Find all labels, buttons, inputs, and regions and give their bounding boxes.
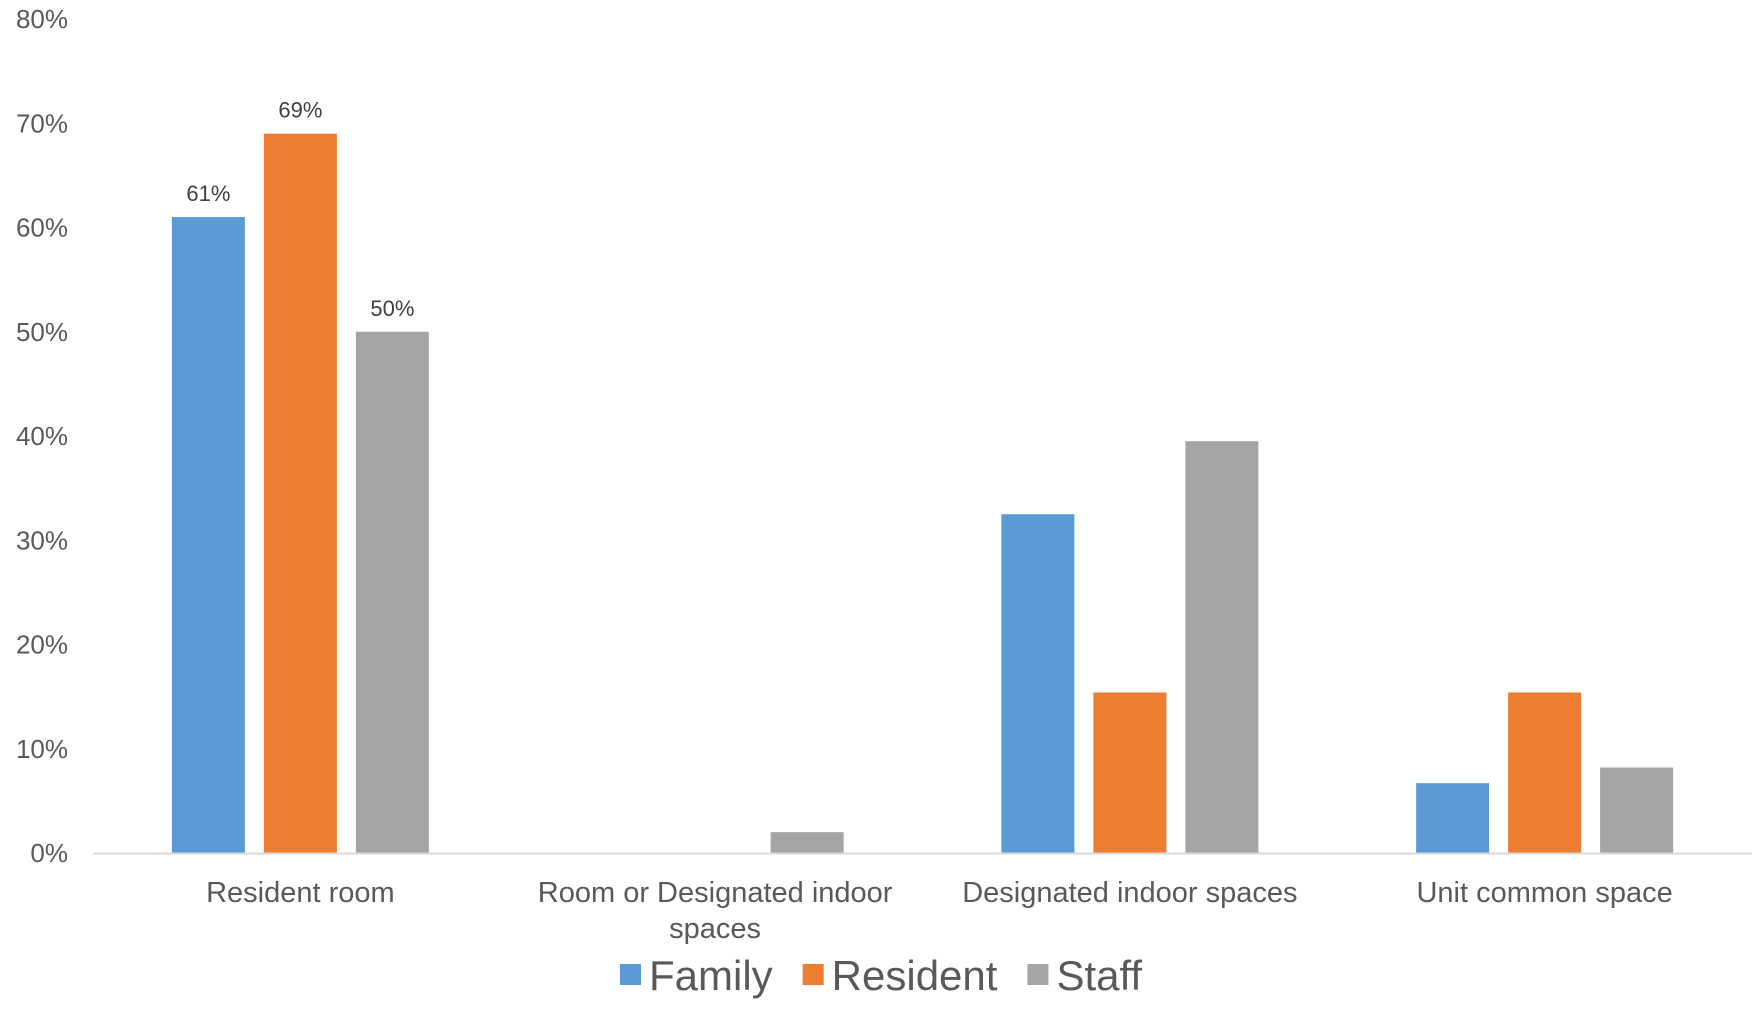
data-label: 61% xyxy=(186,181,230,206)
y-tick-label: 10% xyxy=(16,734,68,764)
y-tick-label: 0% xyxy=(30,838,68,868)
x-category-label: Designated indoor spaces xyxy=(962,877,1297,909)
bars xyxy=(171,133,1674,854)
y-tick-label: 80% xyxy=(16,4,68,34)
bar-family xyxy=(1001,514,1075,853)
bar-family xyxy=(1416,783,1490,853)
x-axis: Resident room Room or Designated indoor sp… xyxy=(93,852,1752,945)
bar-family xyxy=(171,217,245,853)
bar-staff xyxy=(770,832,844,853)
bar-resident xyxy=(263,133,337,854)
data-labels: 61% 69% 50% xyxy=(186,98,414,321)
legend-swatch-resident xyxy=(802,964,824,985)
data-label: 69% xyxy=(278,98,322,123)
y-tick-label: 30% xyxy=(16,525,68,555)
y-tick-label: 20% xyxy=(16,630,68,660)
data-label: 50% xyxy=(370,296,414,321)
x-category-label: Unit common space xyxy=(1416,877,1672,909)
bar-staff xyxy=(355,331,429,853)
legend-swatch-family xyxy=(620,964,641,985)
bar-staff xyxy=(1600,767,1674,853)
legend-label-family: Family xyxy=(649,952,773,999)
legend-label-resident: Resident xyxy=(832,952,998,999)
y-tick-label: 70% xyxy=(16,108,68,138)
x-category-label: Resident room xyxy=(206,877,395,909)
y-tick-label: 50% xyxy=(16,317,68,347)
legend-label-staff: Staff xyxy=(1056,952,1142,999)
legend-swatch-staff xyxy=(1027,964,1049,985)
bar-resident xyxy=(1508,692,1582,853)
y-tick-label: 40% xyxy=(16,421,68,451)
bar-staff xyxy=(1185,441,1259,853)
y-tick-label: 60% xyxy=(16,213,68,243)
x-category-label: Room or Designated indoor spaces xyxy=(538,877,893,945)
y-axis: 0% 10% 20% 30% 40% 50% 60% 70% 80% xyxy=(16,4,68,868)
legend: Family Resident Staff xyxy=(620,952,1142,999)
bar-resident xyxy=(1093,692,1167,853)
